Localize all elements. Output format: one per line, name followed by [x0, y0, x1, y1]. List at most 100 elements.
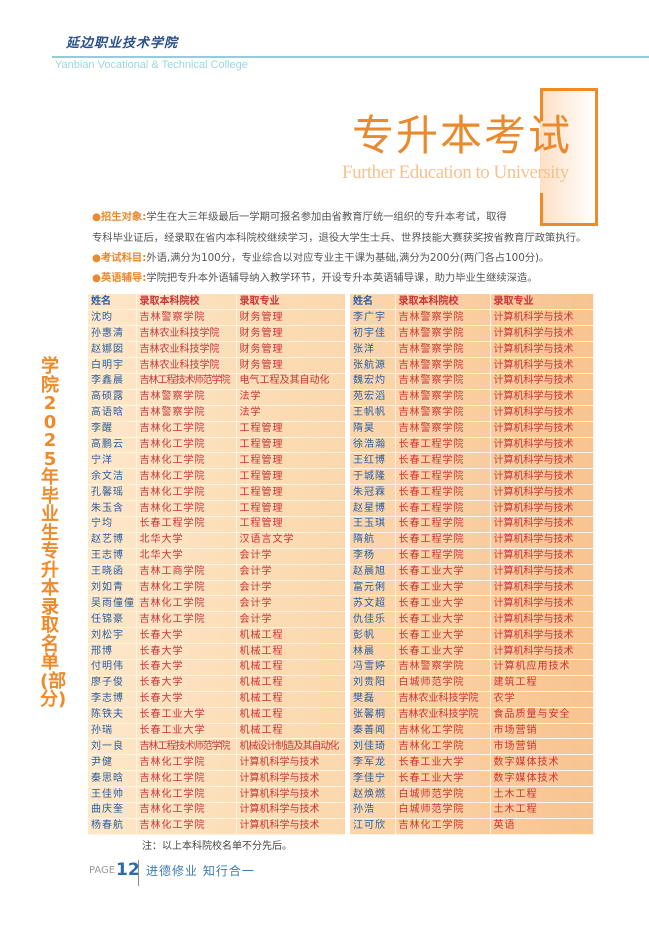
- school-cell: 吉林化工学院: [395, 723, 491, 740]
- info-label: 考试科目: [101, 252, 143, 264]
- name-cell: 张航源: [350, 357, 396, 374]
- major-cell: 市场营销: [490, 738, 594, 756]
- bullet-icon: ●: [92, 272, 101, 284]
- school-cell: 吉林化工学院: [395, 818, 491, 835]
- name-cell: 李杨: [350, 548, 396, 565]
- table-row: 王红博 长春工程学院 计算机科学与技术: [350, 452, 594, 470]
- major-cell: 工程管理: [236, 421, 346, 438]
- school-cell: 吉林农业科技学院: [136, 341, 237, 359]
- major-cell: 建筑工程: [490, 675, 594, 692]
- name-cell: 沈昀: [88, 309, 137, 327]
- name-cell: 杨春航: [88, 818, 137, 835]
- school-cell: 长春工业大学: [136, 707, 237, 724]
- major-cell: 计算机科学与技术: [490, 325, 594, 343]
- school-cell: 吉林化工学院: [395, 738, 491, 756]
- name-cell: 樊磊: [350, 691, 396, 708]
- table-note: 注：以上本科院校名单不分先后。: [142, 841, 292, 852]
- name-cell: 曲庆奎: [88, 802, 137, 819]
- school-cell: 北华大学: [136, 548, 237, 565]
- major-cell: 法学: [236, 389, 346, 406]
- info-english-tutoring: ●英语辅导:学院把专升本外语辅导纳入教学环节，开设专升本英语辅导课，助力毕业生继…: [92, 272, 538, 285]
- school-cell: 吉林警察学院: [136, 389, 237, 406]
- school-cell: 长春大学: [136, 643, 237, 660]
- table-row: 李佳宁 长春工业大学 数字媒体技术: [350, 770, 594, 788]
- college-logo: 延边职业技术学院: [66, 36, 179, 51]
- major-cell: 计算机科学与技术: [490, 548, 594, 565]
- major-cell: 机械工程: [236, 723, 346, 740]
- school-cell: 长春工程学院: [136, 516, 237, 533]
- table-row: 廖子俊 长春大学 机械工程: [88, 675, 346, 692]
- major-cell: 计算机科学与技术: [490, 389, 594, 406]
- school-cell: 长春工程学院: [395, 452, 491, 470]
- table-row: 赵娜囡 吉林农业科技学院 财务管理: [88, 341, 346, 359]
- school-cell: 吉林警察学院: [395, 405, 491, 422]
- school-cell: 吉林农业科技学院: [395, 707, 491, 724]
- name-cell: 秦思晗: [88, 770, 137, 788]
- major-cell: 计算机科学与技术: [490, 421, 594, 438]
- major-cell: 计算机科学与技术: [490, 437, 594, 454]
- name-cell: 姓名: [88, 294, 137, 311]
- table-row: 刘一良 吉林工程技术师范学院 机械设计制造及其自动化: [88, 738, 346, 756]
- major-cell: 机械工程: [236, 691, 346, 708]
- name-cell: 朱冠霖: [350, 484, 396, 502]
- table-row: 冯雪婷 吉林警察学院 计算机应用技术: [350, 659, 594, 676]
- major-cell: 食品质量与安全: [490, 707, 594, 724]
- major-cell: 机械工程: [236, 643, 346, 660]
- major-cell: 计算机科学与技术: [490, 373, 594, 390]
- table-row: 刘贵阳 白城师范学院 建筑工程: [350, 675, 594, 692]
- table-row: 吴雨僮僮 吉林化工学院 会计学: [88, 595, 346, 613]
- school-cell: 录取本科院校: [136, 294, 237, 311]
- table-row: 富元俐 长春工业大学 计算机科学与技术: [350, 580, 594, 597]
- header-divider: [52, 56, 649, 58]
- school-cell: 吉林工程技术师范学院: [136, 373, 237, 390]
- table-row: 李广宇 吉林警察学院 计算机科学与技术: [350, 309, 594, 327]
- name-cell: 宁均: [88, 516, 137, 533]
- info-exam-subjects: ●考试科目:外语,满分为100分，专业综合以对应专业主干课为基础,满分为200分…: [92, 252, 549, 265]
- info-colon: :: [142, 252, 147, 264]
- major-cell: 汉语言文学: [236, 532, 346, 549]
- major-cell: 计算机科学与技术: [490, 627, 594, 645]
- school-cell: 吉林警察学院: [395, 357, 491, 374]
- name-cell: 孙瑞: [88, 723, 137, 740]
- table-row: 苏文超 长春工业大学 计算机科学与技术: [350, 595, 594, 613]
- major-cell: 工程管理: [236, 452, 346, 470]
- major-cell: 机械工程: [236, 675, 346, 692]
- name-cell: 高硕露: [88, 389, 137, 406]
- school-cell: 长春工程学院: [395, 516, 491, 533]
- name-cell: 刘贵阳: [350, 675, 396, 692]
- major-cell: 计算机科学与技术: [236, 786, 346, 803]
- school-cell: 吉林警察学院: [395, 325, 491, 343]
- school-cell: 吉林化工学院: [136, 802, 237, 819]
- bullet-icon: ●: [92, 211, 101, 223]
- school-cell: 吉林警察学院: [395, 309, 491, 327]
- school-cell: 吉林化工学院: [136, 786, 237, 803]
- table-row: 李杨 长春工程学院 计算机科学与技术: [350, 548, 594, 565]
- school-cell: 吉林工商学院: [136, 564, 237, 581]
- major-cell: 财务管理: [236, 357, 346, 374]
- school-cell: 吉林警察学院: [395, 421, 491, 438]
- table-row: 杨春航 吉林化工学院 计算机科学与技术: [88, 818, 346, 835]
- major-cell: 财务管理: [236, 309, 346, 327]
- name-cell: 陈铁夫: [88, 707, 137, 724]
- info-enrollment: ●招生对象:学生在大三年级最后一学期可报名参加由省教育厅统一组织的专升本考试，取…: [92, 211, 507, 224]
- name-cell: 尹健: [88, 754, 137, 772]
- table-row: 李军龙 长春工业大学 数字媒体技术: [350, 754, 594, 772]
- name-cell: 赵艺博: [88, 532, 137, 549]
- name-cell: 江可欣: [350, 818, 396, 835]
- major-cell: 法学: [236, 405, 346, 422]
- info-label: 英语辅导: [101, 272, 143, 284]
- school-cell: 长春大学: [136, 627, 237, 645]
- name-cell: 赵晨旭: [350, 564, 396, 581]
- name-cell: 隋航: [350, 532, 396, 549]
- school-cell: 吉林警察学院: [395, 389, 491, 406]
- name-cell: 富元俐: [350, 580, 396, 597]
- table-row: 付明伟 长春大学 机械工程: [88, 659, 346, 676]
- table-row: 隋昊 吉林警察学院 计算机科学与技术: [350, 421, 594, 438]
- school-cell: 长春工业大学: [395, 595, 491, 613]
- major-cell: 机械设计制造及其自动化: [236, 738, 346, 756]
- school-cell: 吉林化工学院: [136, 452, 237, 470]
- table-row: 孙浩 白城师范学院 土木工程: [350, 802, 594, 819]
- school-cell: 吉林警察学院: [136, 405, 237, 422]
- table-row: 高语晗 吉林警察学院 法学: [88, 405, 346, 422]
- name-cell: 徐浩瀚: [350, 437, 396, 454]
